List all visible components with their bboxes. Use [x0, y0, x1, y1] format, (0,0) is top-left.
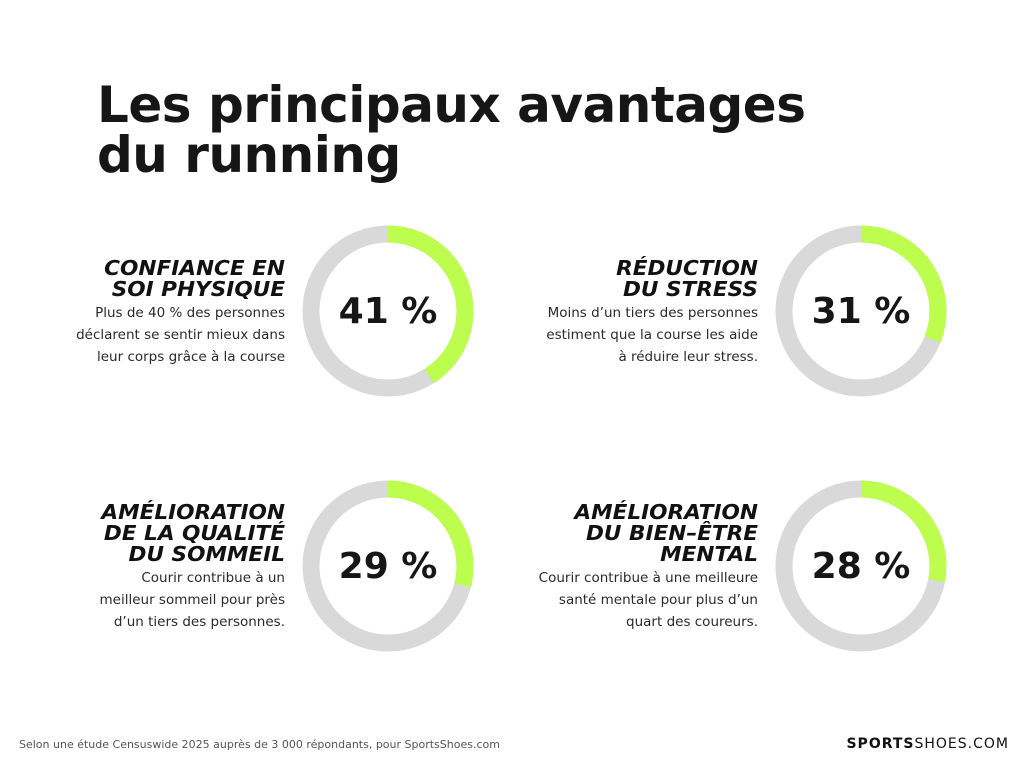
stat-percentage: 28 % [811, 545, 911, 587]
donut-chart: 31 % [775, 225, 947, 397]
brand-light: SHOES.COM [914, 736, 1009, 752]
stat-description: Courir contribue à un meilleur sommeil p… [45, 567, 286, 633]
description-line: quart des coureurs. [626, 614, 758, 630]
stat-heading: RÉDUCTION DU STRESS [499, 258, 758, 300]
stat-text: CONFIANCE EN SOI PHYSIQUE Plus de 40 % d… [45, 258, 285, 368]
description-line: Courir contribue à une meilleure [538, 570, 758, 586]
donut-chart: 41 % [302, 225, 474, 397]
heading-line: AMÉLIORATION [101, 500, 285, 524]
stat-card-mental-wellbeing: AMÉLIORATION DU BIEN–ÊTRE MENTAL Courir … [523, 480, 947, 655]
donut-ring-graphic [302, 480, 474, 652]
brand-logo: SPORTSSHOES.COM [846, 736, 1009, 752]
title-line-1: Les principaux avantages [97, 76, 806, 134]
stat-heading: AMÉLIORATION DE LA QUALITÉ DU SOMMEIL [26, 502, 285, 565]
description-line: déclarent se sentir mieux dans [76, 327, 285, 343]
heading-line: DU SOMMEIL [128, 542, 285, 566]
stat-heading: CONFIANCE EN SOI PHYSIQUE [26, 258, 285, 300]
description-line: meilleur sommeil pour près [99, 592, 286, 608]
stat-description: Courir contribue à une meilleure santé m… [518, 567, 758, 633]
donut-ring-graphic [775, 480, 947, 652]
stat-description: Plus de 40 % des personnes déclarent se … [45, 302, 285, 368]
stat-text: RÉDUCTION DU STRESS Moins d’un tiers des… [518, 258, 758, 368]
description-line: à réduire leur stress. [618, 349, 758, 365]
stat-heading: AMÉLIORATION DU BIEN–ÊTRE MENTAL [499, 502, 758, 565]
stat-description: Moins d’un tiers des personnes estiment … [518, 302, 758, 368]
donut-chart: 29 % [302, 480, 474, 652]
description-line: Courir contribue à un [141, 570, 285, 586]
stat-percentage: 31 % [811, 290, 911, 332]
stat-text: AMÉLIORATION DE LA QUALITÉ DU SOMMEIL Co… [45, 502, 286, 633]
source-note: Selon une étude Censuswide 2025 auprès d… [19, 738, 500, 751]
heading-line: DE LA QUALITÉ [103, 521, 285, 545]
page-title: Les principaux avantages du running [97, 80, 806, 180]
heading-line: CONFIANCE EN [104, 256, 285, 280]
stat-card-confidence: CONFIANCE EN SOI PHYSIQUE Plus de 40 % d… [50, 225, 474, 400]
donut-ring-graphic [775, 225, 947, 397]
stat-percentage: 29 % [338, 545, 438, 587]
description-line: santé mentale pour plus d’un [558, 592, 758, 608]
description-line: Moins d’un tiers des personnes [547, 305, 758, 321]
description-line: leur corps grâce à la course [97, 349, 285, 365]
description-line: estiment que la course les aide [546, 327, 758, 343]
heading-line: SOI PHYSIQUE [111, 277, 285, 301]
brand-bold: SPORTS [846, 736, 915, 752]
stat-percentage: 41 % [338, 290, 438, 332]
title-line-2: du running [97, 126, 401, 184]
description-line: d’un tiers des personnes. [113, 614, 285, 630]
donut-ring-graphic [302, 225, 474, 397]
heading-line: DU STRESS [622, 277, 758, 301]
heading-line: AMÉLIORATION [574, 500, 758, 524]
stat-card-stress: RÉDUCTION DU STRESS Moins d’un tiers des… [523, 225, 947, 400]
stat-card-sleep: AMÉLIORATION DE LA QUALITÉ DU SOMMEIL Co… [50, 480, 474, 655]
description-line: Plus de 40 % des personnes [95, 305, 285, 321]
heading-line: RÉDUCTION [616, 256, 758, 280]
stat-text: AMÉLIORATION DU BIEN–ÊTRE MENTAL Courir … [518, 502, 758, 633]
heading-line: DU BIEN–ÊTRE [585, 521, 758, 545]
donut-chart: 28 % [775, 480, 947, 652]
heading-line: MENTAL [660, 542, 758, 566]
